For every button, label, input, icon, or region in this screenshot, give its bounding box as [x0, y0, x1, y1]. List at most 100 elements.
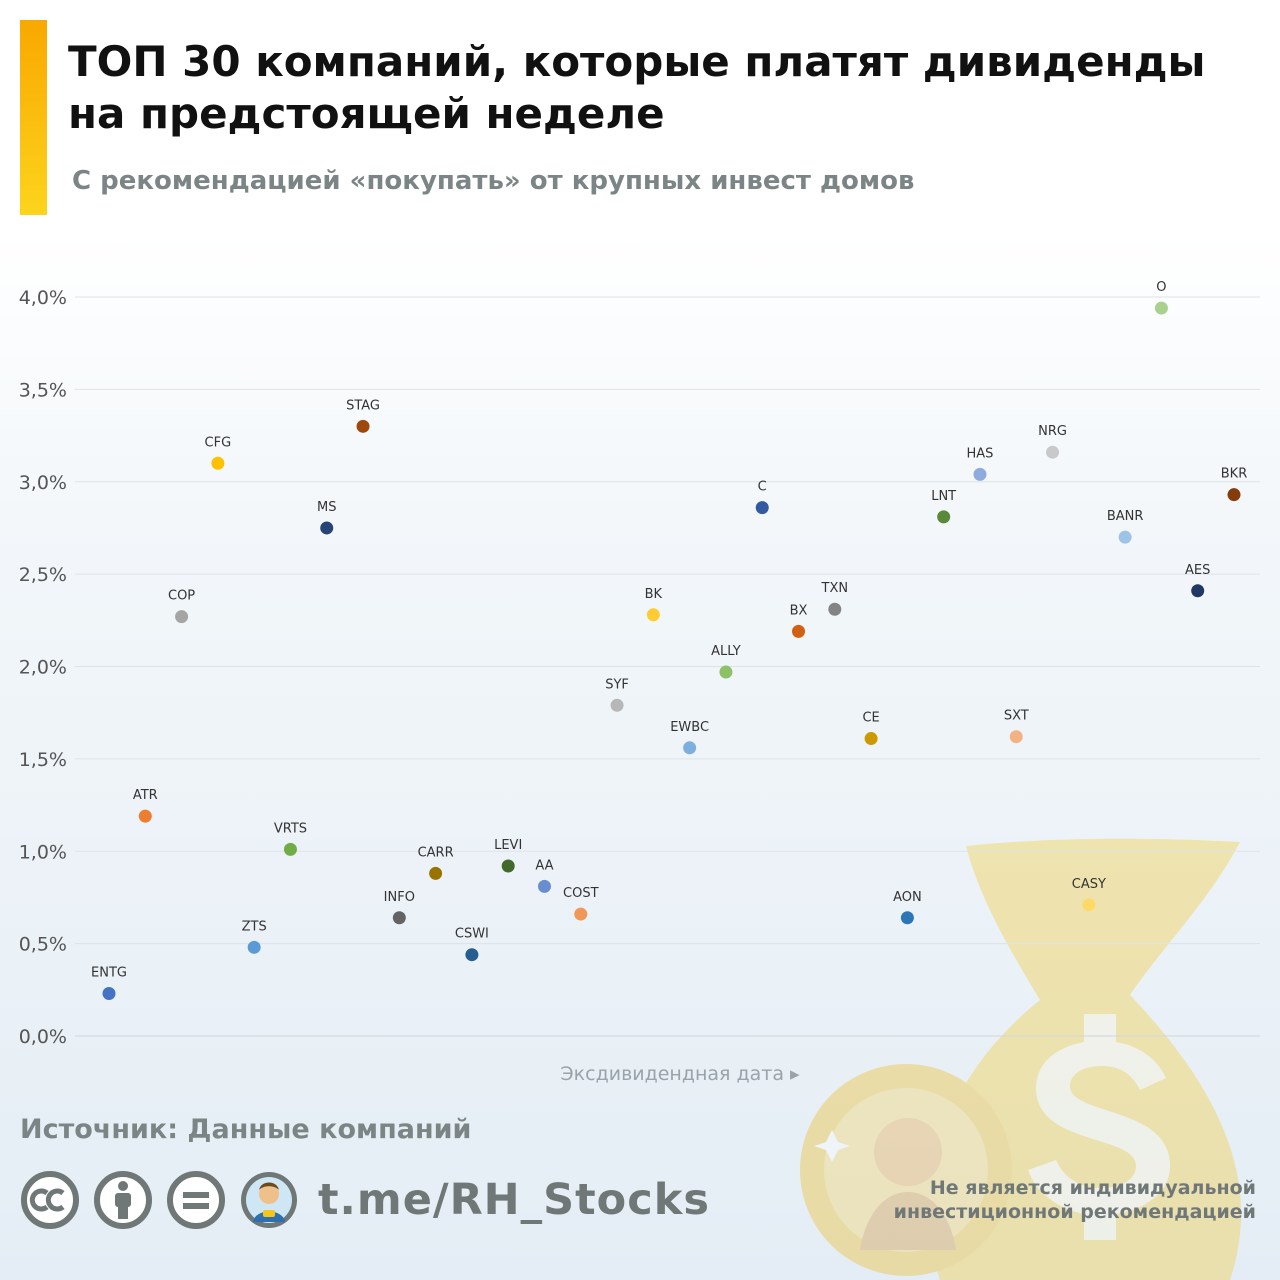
point-marker [1154, 301, 1168, 315]
y-tick-label: 2,5% [19, 564, 67, 586]
y-axis-ticks: 0,0% 0,5% 1,0% 1,5% 2,0% 2,5% 3,0% 3,5% 4,0% [19, 287, 67, 1048]
y-tick-label: 3,5% [19, 379, 67, 401]
point-label: SYF [605, 677, 629, 692]
point-label: ENTG [91, 966, 127, 981]
point-marker [864, 732, 878, 746]
point-marker [973, 467, 987, 481]
data-point-info: INFO [384, 890, 415, 925]
cc-icon [21, 1171, 79, 1229]
y-tick-label: 1,5% [19, 749, 67, 771]
telegram-channel-link[interactable]: t.me/RH_Stocks [318, 1175, 710, 1225]
point-marker [247, 940, 261, 954]
point-label: CFG [205, 435, 232, 450]
by-attribution-icon [94, 1171, 152, 1229]
page-subtitle: С рекомендацией «покупать» от крупных ин… [72, 166, 915, 196]
point-label: CASY [1072, 877, 1106, 892]
point-label: SXT [1004, 709, 1029, 724]
gridlines [75, 296, 1260, 1037]
point-label: TXN [821, 581, 849, 596]
point-marker [719, 665, 733, 679]
data-point-syf: SYF [605, 677, 629, 712]
data-point-ms: MS [317, 500, 336, 535]
point-marker [392, 911, 406, 925]
data-point-sxt: SXT [1004, 709, 1029, 744]
data-point-has: HAS [967, 446, 994, 481]
disclaimer-line-1: Не является индивидуальной [929, 1177, 1256, 1199]
point-label: CARR [418, 845, 454, 860]
data-point-cost: COST [563, 886, 599, 921]
point-label: MS [317, 500, 336, 515]
point-marker [755, 501, 769, 515]
money-bag-body [928, 838, 1242, 1280]
point-marker [211, 456, 225, 470]
x-axis-title: Эксдивидендная дата ▸ [560, 1063, 800, 1085]
point-label: ATR [133, 788, 158, 803]
point-label: INFO [384, 890, 415, 905]
y-tick-label: 4,0% [19, 287, 67, 309]
money-bag-coin [800, 1064, 1012, 1276]
nd-equals-icon [167, 1171, 225, 1229]
accent-bar [20, 20, 47, 215]
point-marker [356, 419, 370, 433]
point-marker [102, 987, 116, 1001]
data-point-o: O [1154, 280, 1168, 315]
point-label: LEVI [494, 838, 522, 853]
scatter-chart: 0,0% 0,5% 1,0% 1,5% 2,0% 2,5% 3,0% 3,5% 4,0% ENT… [19, 280, 1260, 1085]
y-tick-label: 1,0% [19, 841, 67, 863]
y-tick-label: 3,0% [19, 472, 67, 494]
point-label: C [758, 480, 767, 495]
data-point-entg: ENTG [91, 966, 127, 1001]
point-marker [320, 521, 334, 535]
data-point-zts: ZTS [242, 919, 267, 954]
point-marker [574, 907, 588, 921]
data-point-lnt: LNT [931, 489, 956, 524]
point-marker [1227, 488, 1241, 502]
cartoon-avatar-icon [241, 1172, 297, 1228]
disclaimer: Не является индивидуальной инвестиционно… [894, 1176, 1256, 1224]
disclaimer-line-2: инвестиционной рекомендацией [893, 1201, 1256, 1223]
point-label: AON [893, 890, 922, 905]
point-marker [138, 809, 152, 823]
money-bag-icon [800, 838, 1242, 1280]
point-marker [1191, 584, 1205, 598]
data-point-cfg: CFG [205, 435, 232, 470]
y-tick-label: 0,0% [19, 1026, 67, 1048]
point-marker [501, 859, 515, 873]
data-point-aa: AA [535, 858, 554, 893]
data-point-txn: TXN [821, 581, 849, 616]
data-point-bx: BX [790, 603, 808, 638]
data-point-c: C [755, 480, 769, 515]
data-point-ally: ALLY [711, 644, 741, 679]
sparkle-icon [814, 1130, 850, 1162]
point-marker [537, 879, 551, 893]
point-label: AA [535, 858, 553, 873]
data-point-bkr: BKR [1221, 467, 1247, 502]
data-point-aes: AES [1185, 563, 1210, 598]
point-label: NRG [1038, 424, 1067, 439]
point-marker [646, 608, 660, 622]
point-label: EWBC [670, 720, 709, 735]
data-points: ENTG ATR COP CFG ZTS VRTS MS STAG INFO CARR CSWI LE… [91, 280, 1247, 1001]
point-label: LNT [931, 489, 956, 504]
point-marker [1046, 445, 1060, 459]
point-marker [283, 842, 297, 856]
data-point-ewbc: EWBC [670, 720, 709, 755]
data-point-cop: COP [168, 589, 195, 624]
data-point-vrts: VRTS [274, 821, 307, 856]
point-label: COST [563, 886, 599, 901]
data-point-ce: CE [862, 711, 880, 746]
coin-avatar-body [860, 1192, 956, 1250]
point-label: HAS [967, 446, 994, 461]
data-point-atr: ATR [133, 788, 158, 823]
point-label: COP [168, 589, 195, 604]
point-label: ZTS [242, 919, 267, 934]
point-marker [1118, 530, 1132, 544]
point-label: BKR [1221, 467, 1247, 482]
point-marker [175, 610, 189, 624]
data-point-aon: AON [893, 890, 922, 925]
point-marker [429, 866, 443, 880]
point-label: ALLY [711, 644, 741, 659]
data-point-nrg: NRG [1038, 424, 1067, 459]
point-label: BK [645, 587, 663, 602]
point-marker [610, 698, 624, 712]
